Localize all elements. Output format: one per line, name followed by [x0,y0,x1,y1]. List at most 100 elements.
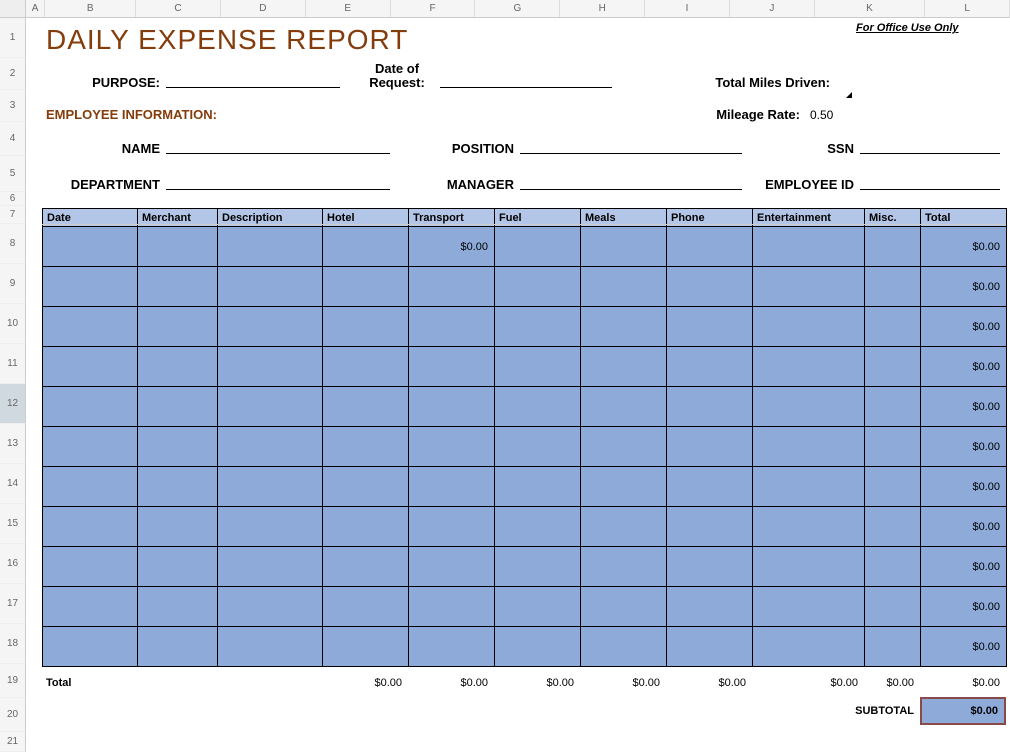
table-cell[interactable] [323,347,409,387]
table-cell[interactable] [865,347,921,387]
table-cell[interactable] [495,267,581,307]
table-cell[interactable]: $0.00 [921,467,1007,507]
table-cell[interactable]: $0.00 [921,307,1007,347]
table-cell[interactable] [581,587,667,627]
table-cell[interactable] [409,467,495,507]
column-header-F[interactable]: F [391,0,476,17]
row-header-6[interactable]: 6 [0,192,26,206]
purpose-input[interactable] [166,70,340,88]
table-cell[interactable] [323,507,409,547]
employee-id-input[interactable] [860,172,1000,190]
table-cell[interactable]: $0.00 [921,347,1007,387]
table-cell[interactable] [495,507,581,547]
row-header-8[interactable]: 8 [0,224,26,264]
table-cell[interactable] [218,347,323,387]
row-header-9[interactable]: 9 [0,264,26,304]
row-header-14[interactable]: 14 [0,464,26,504]
table-cell[interactable] [667,307,753,347]
table-cell[interactable] [218,267,323,307]
table-cell[interactable] [409,627,495,667]
table-cell[interactable] [218,467,323,507]
table-cell[interactable] [581,267,667,307]
table-cell[interactable] [667,347,753,387]
table-cell[interactable] [138,547,218,587]
table-cell[interactable] [865,627,921,667]
table-cell[interactable] [218,547,323,587]
table-cell[interactable] [495,347,581,387]
table-cell[interactable] [753,307,865,347]
table-cell[interactable] [218,387,323,427]
table-cell[interactable] [409,387,495,427]
table-cell[interactable] [323,547,409,587]
column-header-G[interactable]: G [475,0,560,17]
table-cell[interactable] [43,467,138,507]
column-header-J[interactable]: J [730,0,815,17]
table-cell[interactable] [495,627,581,667]
row-header-20[interactable]: 20 [0,698,26,732]
table-cell[interactable] [753,547,865,587]
table-cell[interactable] [323,267,409,307]
table-cell[interactable] [581,347,667,387]
table-cell[interactable] [753,587,865,627]
table-cell[interactable] [865,267,921,307]
table-cell[interactable] [218,307,323,347]
table-cell[interactable] [43,267,138,307]
table-cell[interactable] [495,427,581,467]
table-cell[interactable] [865,387,921,427]
table-cell[interactable] [865,227,921,267]
column-header-K[interactable]: K [815,0,925,17]
table-cell[interactable] [581,427,667,467]
row-header-16[interactable]: 16 [0,544,26,584]
table-cell[interactable] [409,427,495,467]
table-cell[interactable] [323,587,409,627]
table-cell[interactable] [409,347,495,387]
table-cell[interactable] [865,427,921,467]
table-cell[interactable] [495,467,581,507]
table-cell[interactable] [667,267,753,307]
table-cell[interactable]: $0.00 [409,227,495,267]
table-cell[interactable] [409,547,495,587]
table-cell[interactable] [753,467,865,507]
table-cell[interactable] [43,347,138,387]
position-input[interactable] [520,136,742,154]
table-cell[interactable] [138,587,218,627]
table-cell[interactable]: $0.00 [921,427,1007,467]
table-cell[interactable] [581,507,667,547]
table-cell[interactable] [409,587,495,627]
table-cell[interactable] [581,547,667,587]
column-header-C[interactable]: C [136,0,221,17]
name-input[interactable] [166,136,390,154]
table-cell[interactable] [495,307,581,347]
table-cell[interactable] [865,547,921,587]
table-cell[interactable] [138,347,218,387]
table-cell[interactable] [865,587,921,627]
row-header-5[interactable]: 5 [0,156,26,192]
table-cell[interactable] [323,227,409,267]
table-cell[interactable] [43,547,138,587]
table-cell[interactable] [138,627,218,667]
cell-comment-marker-icon[interactable] [846,92,852,98]
table-cell[interactable]: $0.00 [921,507,1007,547]
row-header-1[interactable]: 1 [0,18,26,58]
row-header-2[interactable]: 2 [0,58,26,90]
table-cell[interactable] [43,427,138,467]
table-cell[interactable] [753,427,865,467]
table-cell[interactable] [753,387,865,427]
table-cell[interactable] [865,307,921,347]
row-header-10[interactable]: 10 [0,304,26,344]
table-cell[interactable] [667,427,753,467]
row-header-15[interactable]: 15 [0,504,26,544]
table-cell[interactable] [43,227,138,267]
table-cell[interactable] [753,267,865,307]
table-cell[interactable]: $0.00 [921,387,1007,427]
table-cell[interactable]: $0.00 [921,587,1007,627]
table-cell[interactable] [581,387,667,427]
table-cell[interactable] [495,387,581,427]
table-cell[interactable] [323,387,409,427]
table-cell[interactable] [43,307,138,347]
ssn-input[interactable] [860,136,1000,154]
table-cell[interactable] [138,507,218,547]
table-cell[interactable] [138,227,218,267]
table-cell[interactable] [581,467,667,507]
table-cell[interactable] [218,507,323,547]
